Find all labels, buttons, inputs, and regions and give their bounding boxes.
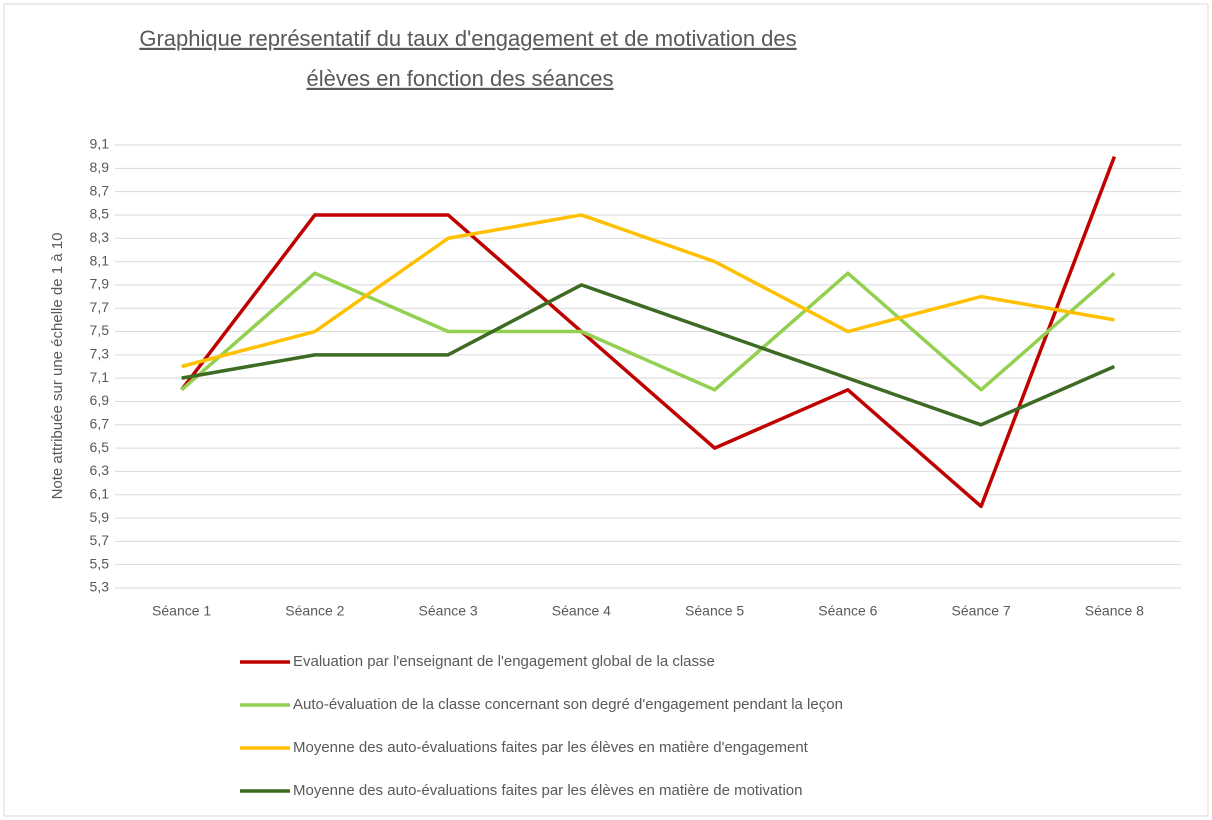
y-tick-label: 6,9: [90, 392, 110, 408]
chart-frame: [3, 3, 1209, 817]
series-line: [180, 156, 1117, 509]
y-tick-label: 7,1: [90, 369, 110, 385]
y-tick-label: 9,1: [90, 136, 110, 152]
y-tick-label: 5,5: [90, 555, 110, 571]
x-tick-label: Séance 1: [152, 603, 211, 619]
y-tick-label: 5,7: [90, 532, 110, 548]
y-tick-label: 8,3: [90, 229, 110, 245]
y-tick-label: 8,1: [90, 252, 110, 268]
y-tick-label: 5,3: [90, 579, 110, 595]
y-tick-label: 8,5: [90, 206, 110, 222]
y-tick-label: 7,3: [90, 346, 110, 362]
chart-title: Graphique représentatif du taux d'engage…: [139, 26, 796, 51]
y-tick-label: 8,9: [90, 159, 110, 175]
y-tick-label: 7,5: [90, 322, 110, 338]
x-tick-label: Séance 3: [419, 603, 478, 619]
x-tick-label: Séance 6: [818, 603, 877, 619]
y-tick-label: 7,7: [90, 299, 110, 315]
x-tick-label: Séance 2: [285, 603, 344, 619]
series-line: [181, 283, 1116, 427]
legend-label: Moyenne des auto-évaluations faites par …: [293, 782, 802, 799]
legend-label: Evaluation par l'enseignant de l'engagem…: [293, 653, 715, 670]
y-axis-label: Note attribuée sur une échelle de 1 à 10: [49, 233, 66, 500]
legend-label: Moyenne des auto-évaluations faites par …: [293, 739, 809, 756]
y-tick-label: 6,5: [90, 439, 110, 455]
y-tick-label: 8,7: [90, 182, 110, 198]
x-tick-label: Séance 7: [952, 603, 1011, 619]
y-tick-label: 7,9: [90, 276, 110, 292]
y-tick-label: 6,1: [90, 485, 110, 501]
series-line: [181, 213, 1115, 369]
legend-label: Auto-évaluation de la classe concernant …: [293, 696, 843, 713]
y-tick-label: 5,9: [90, 509, 110, 525]
x-tick-label: Séance 5: [685, 603, 744, 619]
x-tick-label: Séance 4: [552, 603, 611, 619]
y-tick-label: 6,3: [90, 462, 110, 478]
series-line: [180, 271, 1116, 392]
y-tick-label: 6,7: [90, 415, 110, 431]
x-tick-label: Séance 8: [1085, 603, 1144, 619]
chart-title: élèves en fonction des séances: [307, 66, 614, 91]
